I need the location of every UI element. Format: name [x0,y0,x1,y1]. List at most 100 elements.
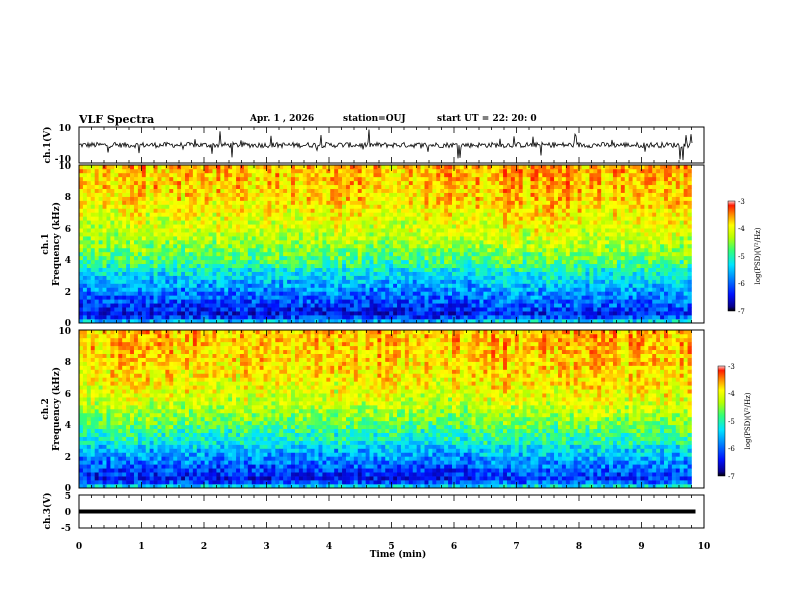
ch1-spectrogram-cell [479,224,484,229]
ch1-spectrogram-cell [275,176,280,182]
ch1-spectrogram-cell [479,172,484,178]
ch1-spectrogram-cell [243,232,249,237]
ch1-spectrogram-cell [483,232,488,237]
ch1-spectrogram-cell [173,188,178,193]
ch1-spectrogram-cell [432,259,437,265]
ch1-spectrogram-cell [287,255,292,261]
ch1-spectrogram-cell [412,251,417,257]
ch1-spectrogram-cell [342,303,347,308]
ch1-spectrogram-cell [177,188,182,193]
ch1-spectrogram-cell [463,192,469,197]
ch1-spectrogram-cell [102,283,107,288]
ch1-spectrogram-cell [220,315,225,320]
ch1-spectrogram-cell [141,204,147,209]
ch1-spectrogram-cell [412,236,417,241]
ch1-spectrogram-cell [114,247,119,253]
ch1-spectrogram-cell [263,311,268,316]
ch1-spectrogram-cell [357,176,362,182]
ch1-spectrogram-cell [318,279,323,284]
ch1-spectrogram-cell [416,232,421,237]
ch1-spectrogram-cell [546,291,551,296]
ch1-spectrogram-cell [459,165,465,170]
ch1-spectrogram-cell [361,165,366,170]
ch1-spectrogram-cell [141,176,147,182]
ch1-spectrogram-cell [487,255,492,261]
ch1-spectrogram-cell [110,295,115,300]
ch1-spectrogram-cell [220,236,225,241]
ch1-spectrogram-cell [291,176,296,182]
ch1-spectrogram-cell [459,319,465,324]
ch1-spectrogram-cell [326,184,331,189]
ch1-spectrogram-cell [538,263,543,268]
ch1-spectrogram-cell [94,263,99,268]
ch1-spectrogram-cell [357,208,362,213]
ch1-spectrogram-cell [440,188,445,193]
ch1-spectrogram-cell [495,263,500,268]
ch1-spectrogram-cell [169,263,174,268]
ch1-spectrogram-cell [420,216,425,221]
ch1-spectrogram-cell [326,168,331,174]
ch1-spectrogram-cell [334,224,339,229]
ch1-spectrogram-cell [94,208,99,213]
ch1-spectrogram-cell [181,228,186,233]
ch1-spectrogram-cell [381,220,386,225]
ch1-spectrogram-cell [440,275,445,280]
ch1-spectrogram-cell [483,283,488,288]
ch1-spectrogram-cell [428,311,433,316]
ch1-spectrogram-cell [420,208,425,213]
ch1-spectrogram-cell [126,220,131,225]
ch1-spectrogram-cell [122,232,127,237]
ch1-spectrogram-cell [318,315,323,320]
ch1-spectrogram-cell [330,165,335,170]
ch1-spectrogram-cell [377,196,382,201]
ch1-spectrogram-cell [554,176,559,182]
ch1-spectrogram-cell [381,311,386,316]
ch1-spectrogram-cell [228,244,233,249]
ch1-spectrogram-cell [463,303,469,308]
ch1-spectrogram-cell [220,168,225,174]
ch1-spectrogram-cell [463,220,469,225]
ch1-spectrogram-cell [353,184,359,189]
ch1-spectrogram-cell [322,247,327,253]
ch1-spectrogram-cell [255,283,260,288]
ch1-spectrogram-cell [79,291,84,296]
ch1-spectrogram-cell [232,303,237,308]
ch1-spectrogram-cell [377,255,382,261]
ch1-spectrogram-cell [298,279,304,284]
ch1-spectrogram-cell [400,180,406,186]
ch1-spectrogram-cell [149,240,154,245]
ch1-spectrogram-cell [389,271,394,276]
ch1-spectrogram-cell [228,319,233,324]
ch1-spectrogram-cell [200,263,205,268]
ch1-spectrogram-cell [165,200,170,205]
ch1-spectrogram-cell [365,172,370,178]
ch1-spectrogram-cell [141,295,147,300]
ch1-spectrogram-cell [212,188,217,193]
ch1-spectrogram-cell [322,279,327,284]
ch1-spectrogram-cell [487,176,492,182]
ch1-spectrogram-cell [216,216,221,221]
ch1-spectrogram-cell [126,165,131,170]
ch1-spectrogram-cell [530,275,535,280]
ch1-spectrogram-cell [554,299,559,304]
ch1-spectrogram-cell [243,287,249,292]
ch1-spectrogram-cell [526,303,531,308]
ch1-spectrogram-cell [495,204,500,209]
ch1-spectrogram-cell [428,172,433,178]
ch1-spectrogram-cell [306,172,311,178]
ch1-spectrogram-cell [118,259,123,265]
ch1-spectrogram-cell [173,224,178,229]
ch1-spectrogram-cell [224,168,229,174]
ch1-spectrogram-cell [224,188,229,193]
ch1-spectrogram-cell [216,180,221,186]
ch1-spectrogram-cell [291,255,296,261]
ch1-spectrogram-cell [271,208,276,213]
ch1-spectrogram-cell [232,232,237,237]
ch1-spectrogram-cell [145,240,150,245]
ch1-spectrogram-cell [416,259,421,265]
ch1-spectrogram-cell [471,176,476,182]
ch1-spectrogram-cell [318,251,323,257]
ch1-spectrogram-cell [428,291,433,296]
ch1-spectrogram-cell [334,232,339,237]
ch1-spectrogram-cell [416,220,421,225]
